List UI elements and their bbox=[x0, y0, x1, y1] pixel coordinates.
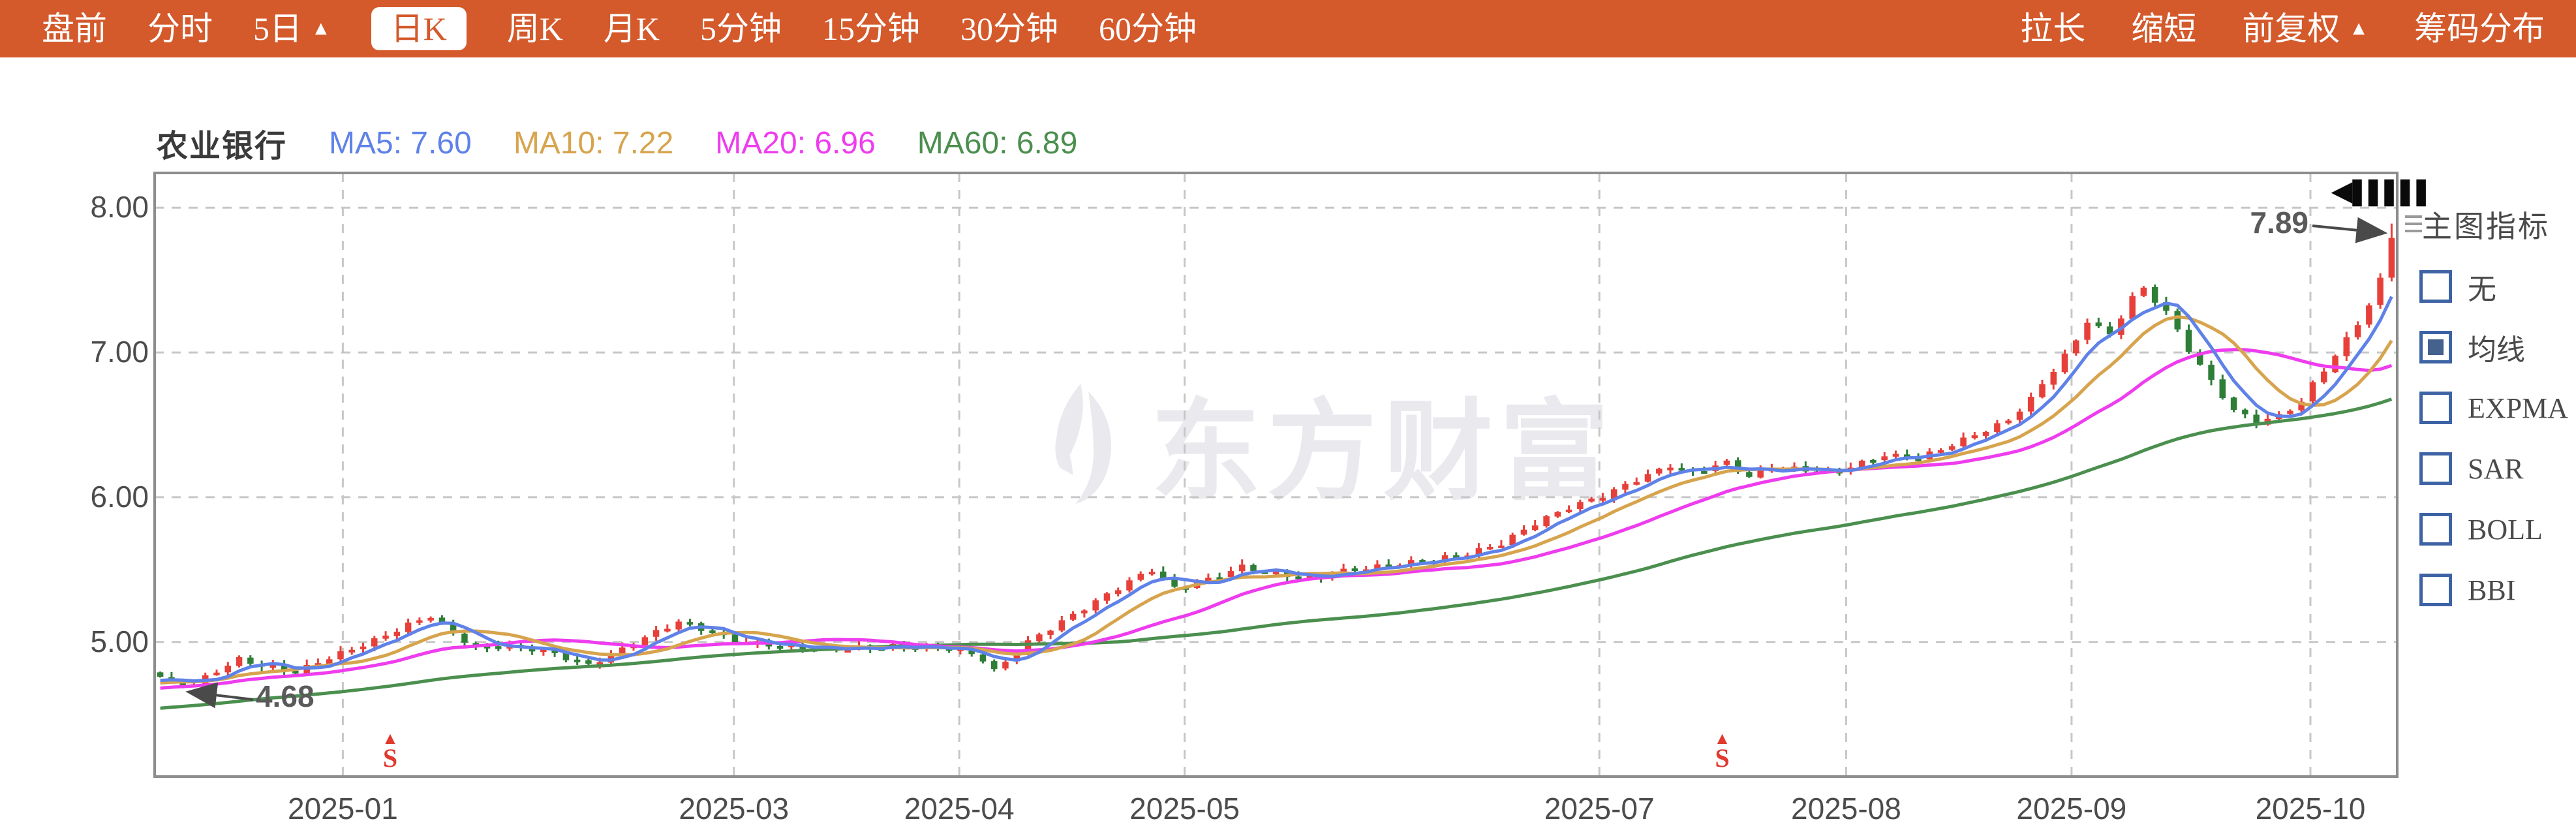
tab-label: 周K bbox=[506, 10, 563, 47]
tab-5ri[interactable]: 5日 ▲ bbox=[253, 0, 331, 57]
stock-name: 农业银行 bbox=[157, 129, 288, 164]
tab-label: 盘前 bbox=[42, 10, 107, 47]
y-axis-tick-label: 6.00 bbox=[90, 479, 149, 514]
legend-ma20: MA20: 6.96 bbox=[715, 125, 876, 161]
top-toolbar: 盘前 分时 5日 ▲ 日K 周K 月K 5分钟 15分钟 30分钟 60分钟 拉长 缩短 前复权 ▲ 筹码分… bbox=[0, 0, 2576, 57]
tab-panqian[interactable]: 盘前 bbox=[42, 0, 107, 57]
sidebar-title: 主图指标 bbox=[2422, 210, 2550, 243]
triangle-up-icon: ▲ bbox=[2349, 18, 2369, 39]
watermark: 东方财富 bbox=[1041, 363, 1616, 521]
x-axis-tick-label: 2025-10 bbox=[2255, 792, 2366, 826]
action-label: 前复权 bbox=[2242, 10, 2340, 47]
collapse-bars-icon[interactable]: ◀❚❚❚❚❚ bbox=[2332, 177, 2432, 206]
eastmoney-logo-icon bbox=[1055, 383, 1112, 504]
action-qianfuquan[interactable]: 前复权 ▲ bbox=[2242, 0, 2369, 57]
x-axis-tick-label: 2025-01 bbox=[288, 792, 398, 826]
checkbox-icon[interactable] bbox=[2419, 270, 2452, 303]
action-lachang[interactable]: 拉长 bbox=[2020, 0, 2085, 57]
tab-zhouk[interactable]: 周K bbox=[507, 0, 563, 57]
indicator-option-label: BBI bbox=[2468, 574, 2516, 606]
indicator-option-bbi[interactable]: BBI bbox=[2419, 573, 2568, 607]
tab-label: 60分钟 bbox=[1099, 10, 1197, 47]
tab-15fenzhong[interactable]: 15分钟 bbox=[822, 0, 920, 57]
x-axis-tick-label: 2025-09 bbox=[2016, 792, 2127, 826]
indicator-option-ma[interactable]: 均线 bbox=[2419, 330, 2568, 366]
period-tab-group: 盘前 分时 5日 ▲ 日K 周K 月K 5分钟 15分钟 30分钟 60分钟 bbox=[0, 0, 1197, 57]
action-label: 筹码分布 bbox=[2414, 10, 2545, 47]
y-axis-tick-label: 5.00 bbox=[90, 624, 149, 658]
tab-5fenzhong[interactable]: 5分钟 bbox=[700, 0, 782, 57]
ex-dividend-marker[interactable]: ▲ S bbox=[371, 730, 410, 771]
legend-ma10: MA10: 7.22 bbox=[513, 125, 674, 161]
indicator-option-label: BOLL bbox=[2468, 513, 2543, 546]
low-price-annotation: 4.68 bbox=[256, 679, 314, 713]
y-axis-tick-label: 7.00 bbox=[90, 335, 149, 369]
indicator-option-label: 均线 bbox=[2468, 334, 2525, 366]
indicator-option-label: SAR bbox=[2468, 452, 2524, 485]
checkbox-icon[interactable] bbox=[2419, 392, 2452, 424]
indicator-option-label: 无 bbox=[2468, 273, 2496, 305]
tab-fenshi[interactable]: 分时 bbox=[147, 0, 213, 57]
tab-60fenzhong[interactable]: 60分钟 bbox=[1099, 0, 1197, 57]
checkbox-checked-icon[interactable] bbox=[2419, 331, 2452, 363]
checkbox-icon[interactable] bbox=[2419, 452, 2452, 485]
tab-rik[interactable]: 日K bbox=[371, 7, 467, 50]
action-choumafenbu[interactable]: 筹码分布 bbox=[2414, 0, 2545, 57]
event-marker-letter: S bbox=[382, 743, 398, 773]
tab-label: 分时 bbox=[147, 10, 213, 47]
tab-label: 5日 bbox=[253, 10, 302, 47]
tab-label: 日K bbox=[390, 10, 447, 47]
action-suoduan[interactable]: 缩短 bbox=[2131, 0, 2196, 57]
event-marker-letter: S bbox=[1715, 743, 1730, 773]
toolbar-action-group: 拉长 缩短 前复权 ▲ 筹码分布 bbox=[2020, 0, 2576, 57]
tab-label: 15分钟 bbox=[822, 10, 921, 47]
tab-yuek[interactable]: 月K bbox=[604, 0, 660, 57]
checkbox-icon[interactable] bbox=[2419, 513, 2452, 546]
indicator-option-expma[interactable]: EXPMA bbox=[2419, 391, 2568, 425]
triangle-up-icon: ▲ bbox=[1713, 728, 1731, 748]
tab-label: 月K bbox=[603, 10, 660, 47]
chart-legend: 农业银行 MA5: 7.60 MA10: 7.22 MA20: 6.96 MA60: … bbox=[157, 125, 1077, 164]
tab-label: 5分钟 bbox=[700, 10, 782, 47]
action-label: 拉长 bbox=[2020, 10, 2086, 47]
indicator-option-list: 无均线 EXPMA SAR BOLL BBI bbox=[2419, 270, 2568, 607]
x-axis-tick-label: 2025-05 bbox=[1129, 792, 1240, 826]
x-axis-tick-label: 2025-07 bbox=[1544, 792, 1655, 826]
x-axis-tick-label: 2025-08 bbox=[1791, 792, 1901, 826]
tab-label: 30分钟 bbox=[960, 10, 1059, 47]
indicator-option-boll[interactable]: BOLL bbox=[2419, 512, 2568, 546]
action-label: 缩短 bbox=[2131, 10, 2197, 47]
checkbox-icon[interactable] bbox=[2419, 574, 2452, 606]
indicator-option-label: EXPMA bbox=[2468, 392, 2569, 424]
triangle-up-icon: ▲ bbox=[382, 728, 399, 748]
legend-ma5: MA5: 7.60 bbox=[329, 125, 472, 161]
high-price-annotation: 7.89 bbox=[2250, 206, 2308, 239]
indicator-sidebar: 主图指标 无均线 EXPMA SAR BOLL BBI bbox=[2401, 173, 2576, 777]
ma-legend-items: MA5: 7.60 MA10: 7.22 MA20: 6.96 MA60: 6.89 bbox=[329, 125, 1077, 161]
tab-30fenzhong[interactable]: 30分钟 bbox=[960, 0, 1058, 57]
x-axis-tick-label: 2025-04 bbox=[904, 792, 1015, 826]
indicator-option-none[interactable]: 无 bbox=[2419, 270, 2568, 305]
indicator-option-sar[interactable]: SAR bbox=[2419, 452, 2568, 486]
legend-ma60: MA60: 6.89 bbox=[917, 125, 1078, 161]
x-axis-tick-label: 2025-03 bbox=[679, 792, 790, 826]
y-axis-tick-label: 8.00 bbox=[90, 190, 149, 224]
ex-dividend-marker[interactable]: ▲ S bbox=[1702, 730, 1741, 771]
watermark-text: 东方财富 bbox=[1151, 390, 1616, 513]
panel-divider-grip-icon[interactable] bbox=[2405, 215, 2422, 232]
triangle-up-icon: ▲ bbox=[311, 18, 331, 39]
